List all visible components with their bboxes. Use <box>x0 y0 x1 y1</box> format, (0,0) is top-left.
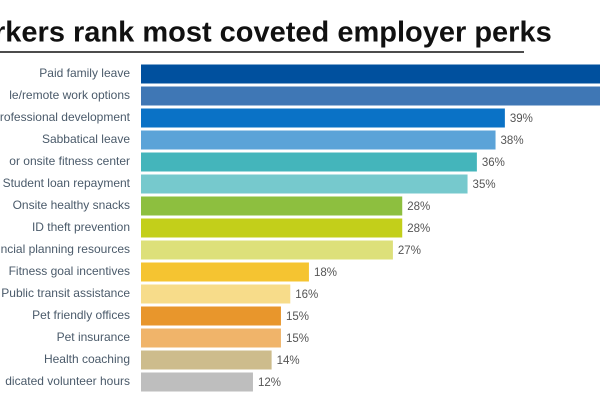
category-label: Fitness goal incentives <box>9 264 130 278</box>
value-label: 15% <box>286 311 309 323</box>
category-label: Public transit assistance <box>1 286 130 300</box>
category-label: le/remote work options <box>9 88 130 102</box>
category-label: dicated volunteer hours <box>5 374 130 388</box>
bar <box>141 350 272 370</box>
category-label: Onsite healthy snacks <box>13 198 130 212</box>
category-label: ncial planning resources <box>1 242 130 256</box>
bar <box>141 284 291 304</box>
value-label: 28% <box>407 223 430 235</box>
bar <box>141 86 600 106</box>
value-label: 14% <box>277 355 300 367</box>
bar <box>141 174 468 194</box>
category-label: or onsite fitness center <box>9 154 130 168</box>
category-label: Sabbatical leave <box>42 132 130 146</box>
value-label: 36% <box>482 157 505 169</box>
value-label: 12% <box>258 377 281 389</box>
category-label: Pet friendly offices <box>32 308 130 322</box>
value-label: 15% <box>286 333 309 345</box>
category-label: Student loan repayment <box>3 176 131 190</box>
value-label: 38% <box>501 135 524 147</box>
value-label: 39% <box>510 113 533 125</box>
bar <box>141 130 496 150</box>
category-label: Health coaching <box>44 352 130 366</box>
chart-title: rkers rank most coveted employer perks <box>0 17 552 49</box>
bar <box>141 218 403 238</box>
bar <box>141 196 403 216</box>
category-label: Paid family leave <box>39 66 130 80</box>
bar <box>141 152 477 172</box>
value-label: 16% <box>295 289 318 301</box>
bar <box>141 328 281 348</box>
bar <box>141 240 393 260</box>
value-label: 28% <box>407 201 430 213</box>
value-label: 18% <box>314 267 337 279</box>
category-label: rofessional development <box>0 110 131 124</box>
bar <box>141 306 281 326</box>
bar <box>141 64 600 84</box>
value-label: 35% <box>473 179 496 191</box>
category-label: Pet insurance <box>57 330 131 344</box>
category-label: ID theft prevention <box>32 220 130 234</box>
bar <box>141 262 309 282</box>
bar <box>141 108 505 128</box>
value-label: 27% <box>398 245 421 257</box>
bar <box>141 372 253 392</box>
